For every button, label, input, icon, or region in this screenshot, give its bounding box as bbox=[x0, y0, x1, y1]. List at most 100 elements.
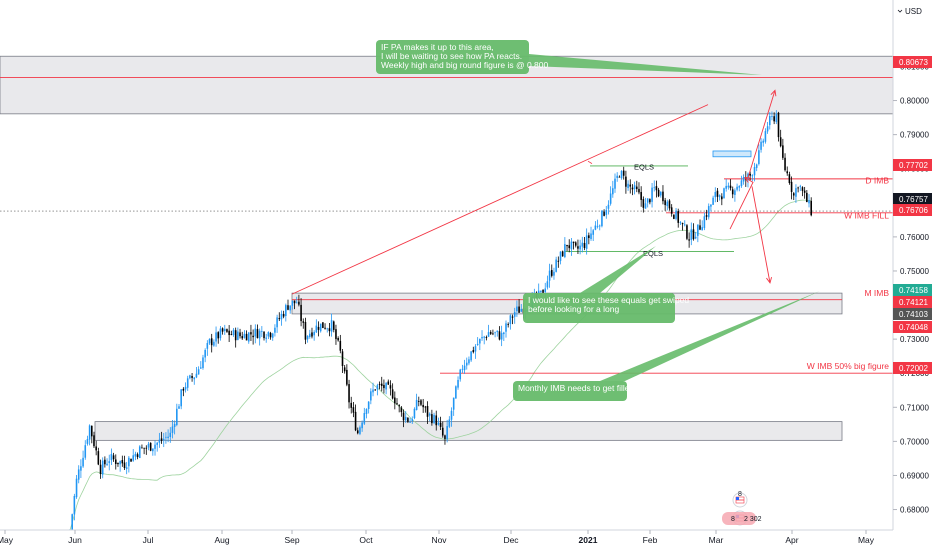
candle-body bbox=[372, 389, 374, 393]
candle-body bbox=[189, 375, 191, 379]
candle-body bbox=[686, 225, 688, 239]
callout-text: I would like to see these equals get swi… bbox=[528, 295, 689, 305]
candle-body bbox=[263, 331, 265, 339]
candle-body bbox=[108, 461, 111, 464]
candle-body bbox=[712, 197, 714, 205]
candle-body bbox=[217, 332, 220, 339]
candle-body bbox=[463, 365, 466, 371]
candle-body bbox=[389, 385, 392, 389]
annotation-callout[interactable]: IF PA makes it up to this area,I will be… bbox=[376, 40, 762, 75]
candle-body bbox=[609, 193, 612, 204]
candle-body bbox=[176, 408, 178, 425]
candle-body bbox=[509, 315, 512, 324]
callout-box bbox=[523, 293, 675, 323]
candle-body bbox=[592, 230, 594, 235]
candle-body bbox=[790, 181, 793, 192]
time-tick-label: May bbox=[0, 535, 14, 545]
candle-body bbox=[91, 425, 93, 437]
candle-body bbox=[459, 369, 462, 380]
candle-body bbox=[657, 189, 660, 197]
candle-body bbox=[343, 367, 346, 372]
arrow-head-icon bbox=[744, 177, 752, 183]
candle-body bbox=[553, 271, 555, 276]
candle-body bbox=[269, 332, 272, 338]
candle-body bbox=[422, 404, 424, 408]
candle-body bbox=[324, 327, 326, 329]
candle-body bbox=[112, 455, 115, 460]
candle-body bbox=[230, 334, 233, 335]
callout-text: IF PA makes it up to this area, bbox=[381, 42, 494, 52]
candle-body bbox=[574, 242, 577, 246]
event-badge-count: 8 bbox=[731, 516, 735, 523]
candle-body bbox=[380, 383, 383, 386]
candle-body bbox=[579, 245, 581, 250]
candle-body bbox=[293, 300, 296, 304]
candle-body bbox=[162, 438, 165, 441]
candle-body bbox=[352, 407, 355, 413]
zones-layer bbox=[0, 55, 893, 441]
candle-body bbox=[444, 435, 446, 439]
candle-body bbox=[134, 453, 137, 457]
plot-area[interactable]: D IMB W IMB FILL M IMB W IMB 50% big figure… bbox=[0, 40, 893, 537]
candle-body bbox=[450, 410, 453, 420]
price-label-text: 0.77702 bbox=[899, 161, 928, 170]
candle-body bbox=[300, 304, 302, 322]
candle-body bbox=[616, 175, 618, 178]
candle-body bbox=[101, 460, 104, 475]
event-badges[interactable]: 8 8 2 302 bbox=[722, 491, 762, 526]
currency-selector[interactable]: USD bbox=[897, 7, 922, 16]
candle-body bbox=[542, 289, 544, 293]
candle-body bbox=[160, 438, 163, 441]
candle-body bbox=[483, 336, 485, 338]
candle-body bbox=[182, 388, 185, 391]
candle-body bbox=[714, 191, 717, 198]
candle-body bbox=[492, 333, 494, 335]
annotation-callout[interactable]: Monthly IMB needs to get filled bbox=[513, 291, 820, 401]
candle-body bbox=[215, 332, 217, 342]
candle-body bbox=[768, 115, 771, 126]
candle-body bbox=[354, 411, 357, 431]
candle-body bbox=[792, 193, 795, 196]
time-tick-label: Mar bbox=[709, 535, 724, 545]
candle-body bbox=[280, 313, 283, 320]
candle-body bbox=[404, 416, 407, 421]
price-label-tag bbox=[893, 308, 932, 320]
candle-body bbox=[494, 332, 496, 334]
candle-body bbox=[130, 458, 132, 462]
time-axis[interactable]: May Jun Jul Aug Sep Oct Nov Dec 2021 Feb Mar Apr May bbox=[0, 529, 893, 550]
drawings-layer bbox=[291, 89, 777, 295]
candle-body bbox=[328, 328, 331, 332]
candle-body bbox=[629, 184, 632, 187]
trend-line bbox=[291, 104, 709, 295]
chevron-down-icon[interactable] bbox=[897, 9, 903, 13]
annotation-callout[interactable]: I would like to see these equals get swi… bbox=[523, 246, 689, 323]
candle-body bbox=[699, 225, 701, 230]
candle-body bbox=[104, 459, 106, 465]
candle-body bbox=[298, 301, 300, 305]
candle-body bbox=[261, 331, 263, 332]
candle-body bbox=[782, 145, 784, 158]
candle-body bbox=[677, 210, 680, 223]
candle-body bbox=[232, 329, 235, 336]
candle-body bbox=[710, 204, 712, 207]
candle-body bbox=[356, 430, 359, 434]
currency-label[interactable]: USD bbox=[905, 7, 922, 16]
candle-body bbox=[271, 333, 274, 338]
candle-body bbox=[143, 447, 145, 449]
price-label-tag bbox=[893, 321, 932, 333]
candle-body bbox=[186, 378, 189, 388]
event-badge-pill[interactable] bbox=[722, 512, 756, 525]
candle-body bbox=[810, 200, 812, 216]
candle-body bbox=[411, 419, 414, 421]
time-tick-label: 2021 bbox=[579, 535, 598, 545]
candle-body bbox=[97, 451, 100, 465]
candle-body bbox=[125, 467, 128, 469]
price-label-text: 0.72002 bbox=[899, 364, 928, 373]
candle-body bbox=[169, 432, 172, 437]
price-axis[interactable]: 0.810000.800000.790000.780000.770000.760… bbox=[892, 0, 932, 550]
candle-body bbox=[391, 389, 394, 399]
eqls-label: EQLS bbox=[634, 163, 654, 172]
candle-body bbox=[446, 426, 448, 440]
price-zone bbox=[94, 421, 843, 441]
